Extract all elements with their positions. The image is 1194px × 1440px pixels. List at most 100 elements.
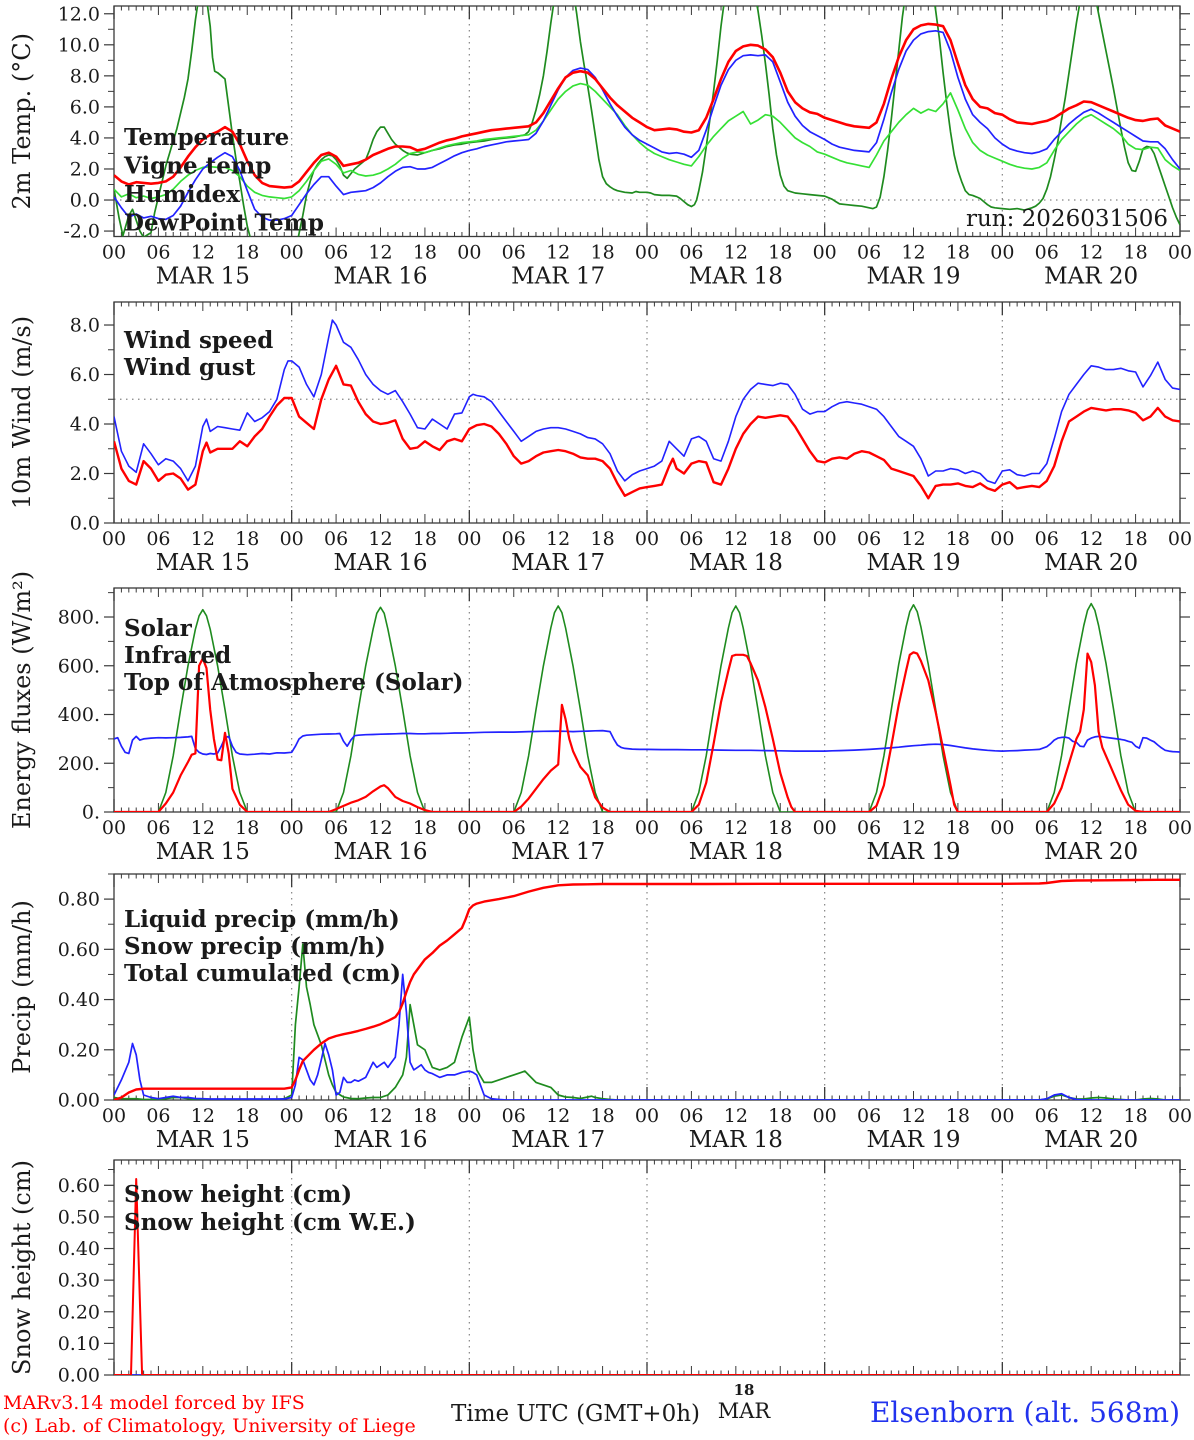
hour-label: 18 xyxy=(235,242,259,264)
day-label: MAR 17 xyxy=(511,839,605,865)
wind-speed-line xyxy=(114,364,1180,500)
hour-label: 00 xyxy=(280,242,304,264)
legend-item: Top of Atmosphere (Solar) xyxy=(124,669,464,696)
legend-item: Snow height (cm) xyxy=(124,1181,352,1208)
day-label: MAR 19 xyxy=(866,1127,960,1153)
y-axis-ticks: 12.0 10.0 8.0 6.0 4.0 2.0 0.0 -2.0 xyxy=(58,3,1190,243)
hour-label: 12 xyxy=(901,242,925,264)
hour-label: 12 xyxy=(546,242,570,264)
panel-temperature: 12.010.08.06.04.02.00.0-2.000 06 12 18 00 06 1… xyxy=(8,3,1192,290)
hour-label: 00 xyxy=(813,1105,837,1127)
hour-label: 18 xyxy=(768,817,792,839)
y-axis-title: Snow height (cm) xyxy=(8,1160,36,1375)
hour-label: 12 xyxy=(546,528,570,550)
wind-gust-line xyxy=(114,319,1180,485)
y-tick-label: 4.0 xyxy=(70,127,100,149)
hour-label: 18 xyxy=(1123,1105,1147,1127)
hour-label: 12 xyxy=(1079,1105,1103,1127)
y-tick-label: 0.40 xyxy=(58,1238,100,1260)
hour-label: 00 xyxy=(457,528,481,550)
hour-label: 12 xyxy=(191,1105,215,1127)
hour-label: 18 xyxy=(235,817,259,839)
legend-item: Snow precip (mm/h) xyxy=(124,933,386,960)
day-label: MAR 17 xyxy=(511,550,605,576)
hour-label: 18 xyxy=(768,528,792,550)
hour-label: 18 xyxy=(413,817,437,839)
hour-label: 18 xyxy=(1123,528,1147,550)
y-tick-label: 800. xyxy=(58,607,100,629)
y-tick-label: 0.40 xyxy=(58,989,100,1011)
hour-label: 06 xyxy=(502,242,526,264)
hour-label: 06 xyxy=(1035,1105,1059,1127)
hour-label: 00 xyxy=(990,1105,1014,1127)
hour-label: 12 xyxy=(901,817,925,839)
hour-label: 00 xyxy=(635,817,659,839)
hour-label: 00 xyxy=(1168,528,1192,550)
hour-label: 00 xyxy=(280,528,304,550)
hour-label: 18 xyxy=(946,242,970,264)
hour-label: 00 xyxy=(990,242,1014,264)
hour-label: 00 xyxy=(813,817,837,839)
snow-height-line xyxy=(114,1178,1180,1375)
hour-label: 12 xyxy=(368,817,392,839)
hour-label: 00 xyxy=(280,817,304,839)
hour-label: 06 xyxy=(857,242,881,264)
day-label: MAR 15 xyxy=(156,550,250,576)
y-tick-label: 8.0 xyxy=(70,315,100,337)
hour-label: 18 xyxy=(946,817,970,839)
hour-label: 12 xyxy=(191,817,215,839)
x-axis-ticks xyxy=(113,1160,1181,1375)
hour-label: 18 xyxy=(590,242,614,264)
hour-label: 18 xyxy=(590,817,614,839)
dewpoint-temp-line xyxy=(114,82,1180,200)
y-tick-label: 0.00 xyxy=(58,1090,100,1112)
legend-item: Total cumulated (cm) xyxy=(124,960,401,987)
y-tick-label: 0.60 xyxy=(58,1175,100,1197)
y-tick-label: 0.20 xyxy=(58,1301,100,1323)
x-axis-title: Time UTC (GMT+0h) xyxy=(451,1401,700,1427)
y-axis-ticks: 0.60 0.50 0.40 0.30 0.20 0.10 0.00 xyxy=(58,1168,1190,1387)
day-label: MAR 17 xyxy=(511,1127,605,1153)
y-tick-label: 0. xyxy=(82,802,100,824)
hour-label: 12 xyxy=(901,1105,925,1127)
y-tick-label: 10.0 xyxy=(58,34,100,56)
day-label: MAR 16 xyxy=(333,550,427,576)
y-tick-label: -2.0 xyxy=(63,221,100,243)
hour-label: 00 xyxy=(990,817,1014,839)
hour-label: 06 xyxy=(679,1105,703,1127)
legend-item: Infrared xyxy=(124,642,231,669)
hour-label: 00 xyxy=(280,1105,304,1127)
hour-label: 00 xyxy=(1168,817,1192,839)
hour-label: 06 xyxy=(146,242,170,264)
day-label: MAR 15 xyxy=(156,839,250,865)
hour-label: 00 xyxy=(102,1105,126,1127)
hour-label: 06 xyxy=(502,1105,526,1127)
legend-item: Humidex xyxy=(124,181,240,208)
station-label: Elsenborn (alt. 568m) xyxy=(869,1396,1180,1429)
hour-label: 06 xyxy=(146,528,170,550)
panel-snow: 0.60 0.50 0.40 0.30 0.20 0.10 0.00 Snow height … xyxy=(8,1159,1190,1387)
credit-line-2: (c) Lab. of Climatology, University of L… xyxy=(3,1415,416,1437)
day-label: MAR 15 xyxy=(156,1127,250,1153)
credit-line-1: MARv3.14 model forced by IFS xyxy=(3,1392,305,1414)
hour-label: 06 xyxy=(324,528,348,550)
hour-label: 18 xyxy=(590,528,614,550)
hour-label: 06 xyxy=(146,1105,170,1127)
hour-label: 18 xyxy=(413,1105,437,1127)
hour-label: 12 xyxy=(724,1105,748,1127)
hour-label: 06 xyxy=(679,242,703,264)
day-label: MAR 18 xyxy=(689,264,783,290)
hour-label: 06 xyxy=(1035,817,1059,839)
day-label: MAR 19 xyxy=(866,264,960,290)
y-tick-label: 0.30 xyxy=(58,1270,100,1292)
y-tick-label: 0.60 xyxy=(58,939,100,961)
y-tick-label: 12.0 xyxy=(58,3,100,25)
hour-label: 18 xyxy=(768,242,792,264)
day-label: MAR 17 xyxy=(511,264,605,290)
hour-label: 18 xyxy=(946,528,970,550)
day-label: MAR 20 xyxy=(1044,264,1138,290)
day-label: MAR 19 xyxy=(866,839,960,865)
hour-label: 00 xyxy=(635,1105,659,1127)
vigne-temp-line xyxy=(114,6,1180,237)
